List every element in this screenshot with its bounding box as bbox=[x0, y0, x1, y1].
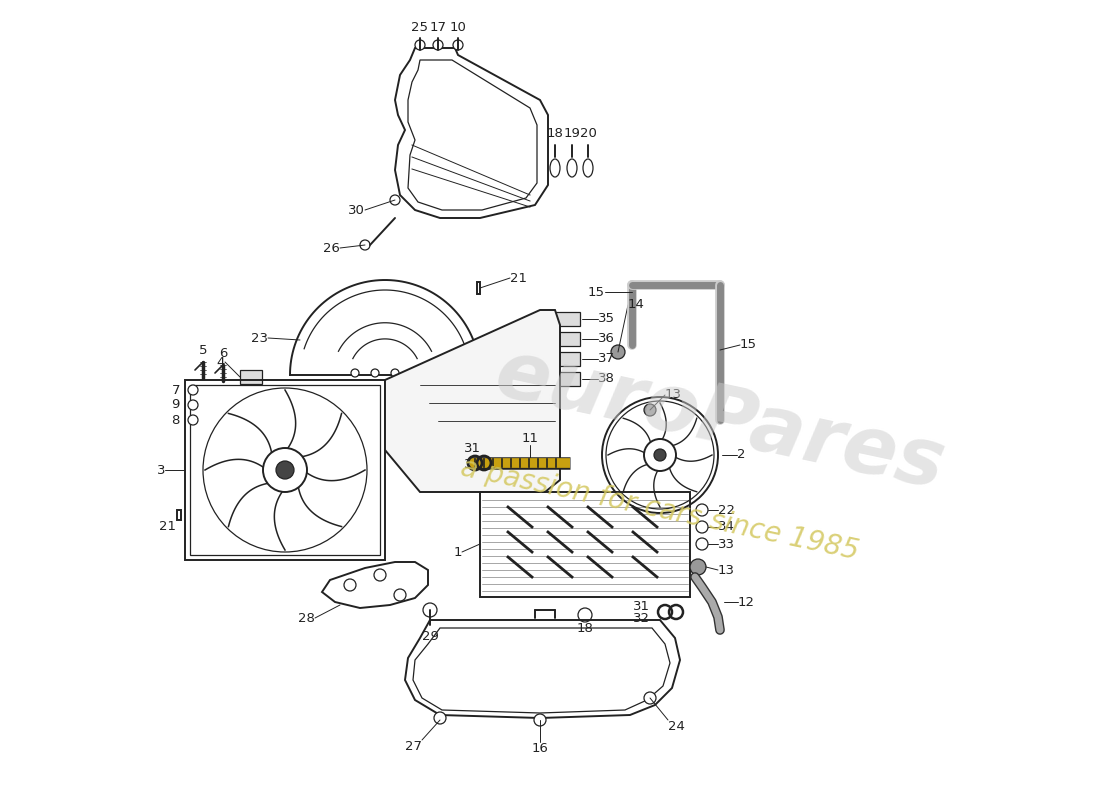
Text: a passion for cars since 1985: a passion for cars since 1985 bbox=[459, 454, 861, 566]
Text: 17: 17 bbox=[429, 21, 447, 34]
Circle shape bbox=[276, 461, 294, 479]
Circle shape bbox=[411, 369, 419, 377]
Text: 29: 29 bbox=[421, 630, 439, 643]
Circle shape bbox=[433, 40, 443, 50]
Text: 18: 18 bbox=[576, 622, 593, 635]
Text: 32: 32 bbox=[632, 613, 650, 626]
Text: 1: 1 bbox=[453, 546, 462, 558]
Text: 27: 27 bbox=[405, 740, 422, 753]
Circle shape bbox=[188, 385, 198, 395]
Text: 14: 14 bbox=[628, 298, 645, 311]
Text: 7: 7 bbox=[172, 383, 180, 397]
Text: 22: 22 bbox=[718, 503, 735, 517]
Circle shape bbox=[415, 40, 425, 50]
Text: 3: 3 bbox=[156, 463, 165, 477]
Circle shape bbox=[360, 240, 370, 250]
Bar bbox=[538, 372, 580, 386]
Bar bbox=[538, 332, 580, 346]
Text: 8: 8 bbox=[172, 414, 180, 426]
Circle shape bbox=[696, 538, 708, 550]
Text: 25: 25 bbox=[411, 21, 429, 34]
Text: 28: 28 bbox=[298, 611, 315, 625]
Text: 38: 38 bbox=[598, 373, 615, 386]
Text: 30: 30 bbox=[348, 203, 365, 217]
Circle shape bbox=[390, 195, 400, 205]
Text: 13: 13 bbox=[718, 563, 735, 577]
Circle shape bbox=[696, 504, 708, 516]
Text: euroPares: euroPares bbox=[488, 334, 952, 506]
Text: 13: 13 bbox=[666, 389, 682, 402]
Text: 16: 16 bbox=[531, 742, 549, 755]
Bar bbox=[538, 312, 580, 326]
Circle shape bbox=[394, 589, 406, 601]
Circle shape bbox=[610, 345, 625, 359]
Circle shape bbox=[371, 369, 380, 377]
Text: 6: 6 bbox=[219, 347, 228, 360]
Text: 21: 21 bbox=[158, 521, 176, 534]
Text: 19: 19 bbox=[563, 127, 581, 140]
Circle shape bbox=[263, 448, 307, 492]
Circle shape bbox=[534, 714, 546, 726]
Circle shape bbox=[696, 521, 708, 533]
Circle shape bbox=[578, 608, 592, 622]
Text: 36: 36 bbox=[598, 333, 615, 346]
Circle shape bbox=[344, 579, 356, 591]
Circle shape bbox=[453, 40, 463, 50]
Circle shape bbox=[390, 369, 399, 377]
Text: 11: 11 bbox=[521, 432, 539, 445]
Text: 26: 26 bbox=[323, 242, 340, 254]
Text: 31: 31 bbox=[463, 442, 481, 455]
Text: 34: 34 bbox=[718, 521, 735, 534]
Text: 12: 12 bbox=[738, 595, 755, 609]
Circle shape bbox=[654, 449, 666, 461]
Text: 10: 10 bbox=[450, 21, 466, 34]
Text: 35: 35 bbox=[598, 313, 615, 326]
Circle shape bbox=[644, 439, 676, 471]
Text: 20: 20 bbox=[580, 127, 596, 140]
Text: 9: 9 bbox=[172, 398, 180, 411]
Circle shape bbox=[188, 400, 198, 410]
Circle shape bbox=[690, 559, 706, 575]
Text: 15: 15 bbox=[740, 338, 757, 351]
Text: 24: 24 bbox=[668, 720, 685, 733]
Polygon shape bbox=[385, 310, 560, 492]
Text: 31: 31 bbox=[632, 601, 650, 614]
Text: 18: 18 bbox=[547, 127, 563, 140]
Circle shape bbox=[644, 404, 656, 416]
Text: 33: 33 bbox=[718, 538, 735, 550]
Text: 32: 32 bbox=[463, 458, 481, 471]
Text: 21: 21 bbox=[510, 271, 527, 285]
Circle shape bbox=[188, 415, 198, 425]
Text: 2: 2 bbox=[737, 449, 746, 462]
Text: 23: 23 bbox=[251, 331, 268, 345]
Text: 15: 15 bbox=[588, 286, 605, 298]
Bar bbox=[240, 370, 262, 384]
Circle shape bbox=[374, 569, 386, 581]
Text: 37: 37 bbox=[598, 353, 615, 366]
Circle shape bbox=[644, 692, 656, 704]
Circle shape bbox=[351, 369, 359, 377]
Circle shape bbox=[434, 712, 446, 724]
Text: 5: 5 bbox=[199, 344, 207, 357]
Text: 4: 4 bbox=[217, 355, 226, 369]
Circle shape bbox=[424, 603, 437, 617]
Bar bbox=[538, 352, 580, 366]
